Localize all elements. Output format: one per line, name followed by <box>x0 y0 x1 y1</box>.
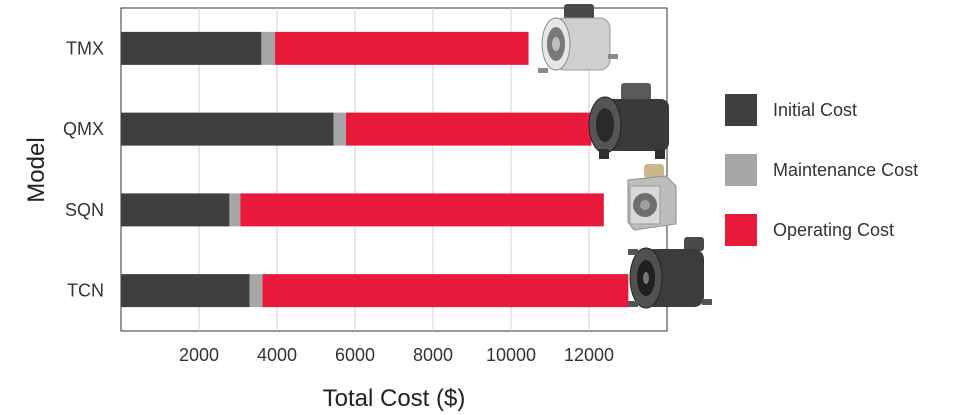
legend-label: Operating Cost <box>773 220 894 240</box>
y-axis-title: Model <box>23 137 50 202</box>
x-axis-title: Total Cost ($) <box>323 385 466 412</box>
bar-segment-operating-cost <box>275 31 529 65</box>
x-tick-label: 12000 <box>564 345 614 365</box>
y-tick-label: TCN <box>67 281 104 301</box>
legend-swatch-operating-cost <box>725 214 757 246</box>
bar-segment-operating-cost <box>262 274 629 308</box>
labels: 2000 4000 6000 8000 10000 12000 TMX QMX SQN TCN <box>63 38 614 365</box>
legend: Initial Cost Maintenance Cost Operating Co… <box>725 94 918 246</box>
legend-label: Initial Cost <box>773 100 857 120</box>
bar-segment-operating-cost <box>346 112 592 146</box>
plot-area-border <box>120 7 668 332</box>
bar-segment-operating-cost <box>240 193 604 227</box>
bar-segment-initial-cost <box>121 31 262 65</box>
x-tick-label: 8000 <box>413 345 453 365</box>
bar-segment-initial-cost <box>121 274 250 308</box>
bar-segment-maintenance-cost <box>261 31 276 65</box>
bar-segment-maintenance-cost <box>249 274 263 308</box>
x-tick-label: 4000 <box>257 345 297 365</box>
x-tick-label: 6000 <box>335 345 375 365</box>
x-tick-label: 10000 <box>486 345 536 365</box>
y-tick-label: SQN <box>65 200 104 220</box>
bar-segment-initial-cost <box>121 193 230 227</box>
legend-swatch-initial-cost <box>725 94 757 126</box>
legend-label: Maintenance Cost <box>773 160 918 180</box>
bars <box>121 31 629 308</box>
fan-images <box>538 4 712 309</box>
legend-swatch-maintenance-cost <box>725 154 757 186</box>
bar-segment-maintenance-cost <box>333 112 347 146</box>
tcn-fan-image <box>628 237 712 309</box>
bar-segment-maintenance-cost <box>229 193 241 227</box>
y-tick-label: QMX <box>63 119 104 139</box>
y-tick-label: TMX <box>66 38 104 58</box>
sqn-fan-image <box>627 164 677 231</box>
qmx-fan-image <box>588 83 669 159</box>
x-tick-label: 2000 <box>179 345 219 365</box>
bar-segment-initial-cost <box>121 112 334 146</box>
tmx-fan-image <box>538 4 618 73</box>
